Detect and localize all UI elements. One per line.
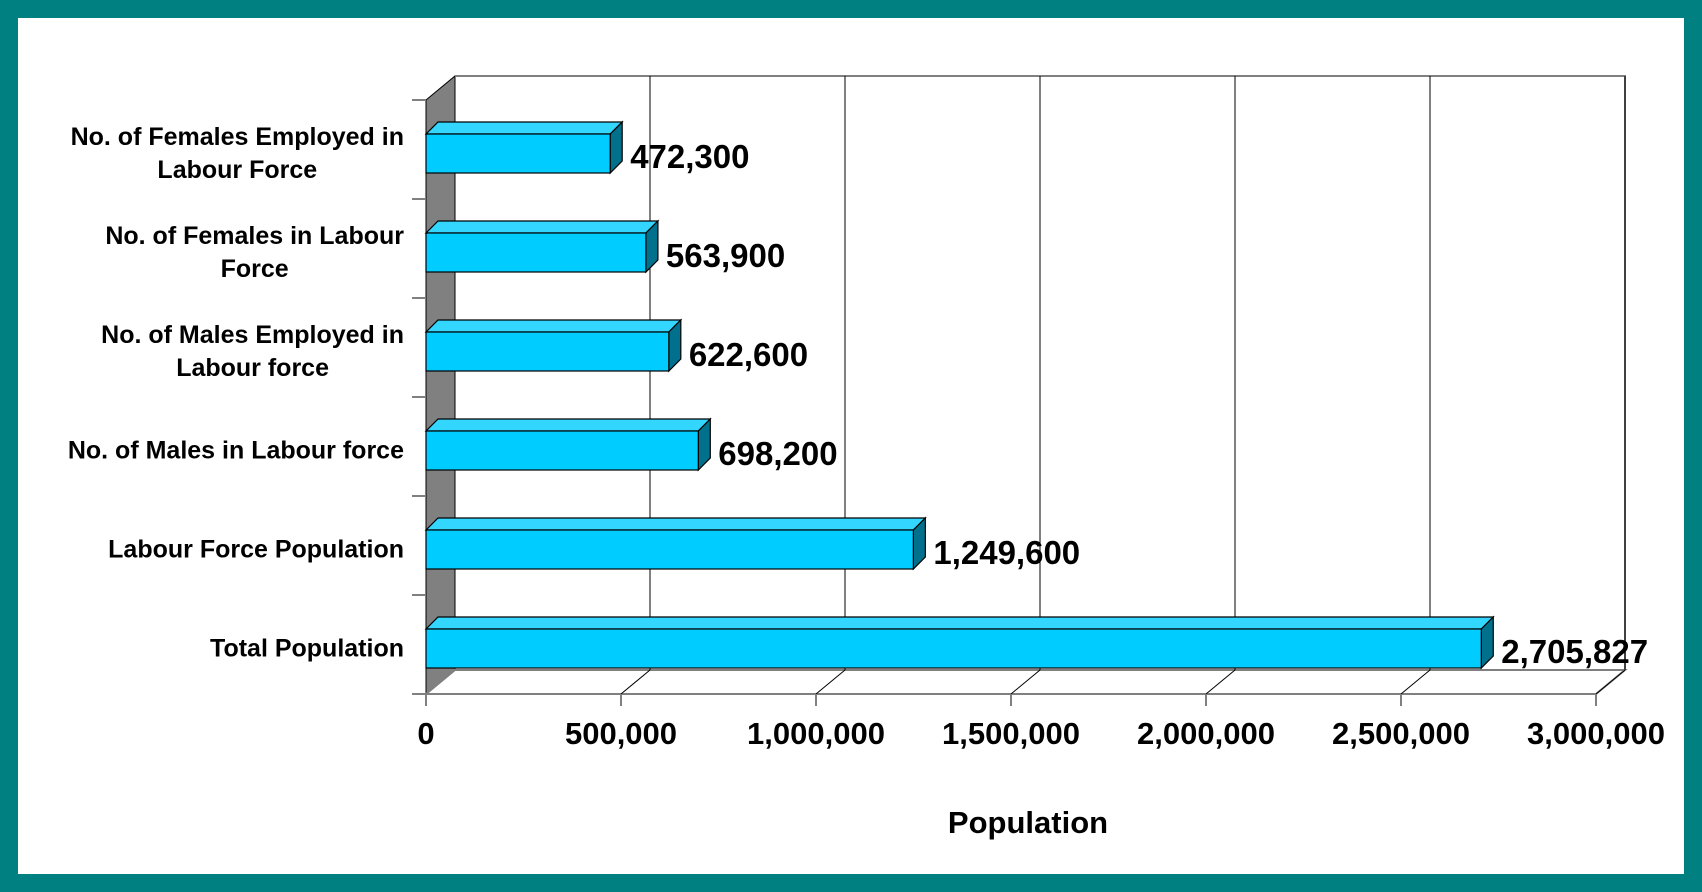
bar-top: [424, 418, 712, 432]
category-label-line: No. of Males in Labour force: [68, 437, 404, 465]
bar-chart: 0 500,000 1,000,000 1,500,000 2,000,000 2,500…: [68, 74, 1665, 840]
data-label: 1,249,600: [933, 534, 1080, 571]
labels: 0 500,000 1,000,000 1,500,000 2,000,000 2,500…: [68, 123, 1665, 751]
bar-top: [424, 319, 683, 333]
bar-top: [424, 616, 1495, 630]
category-label: Labour Force Population: [108, 536, 404, 564]
data-label: 698,200: [718, 435, 837, 472]
category-label-line: No. of Females Employed in: [71, 123, 404, 151]
bar: [425, 529, 914, 570]
category-label-line: No. of Females in Labour: [105, 222, 404, 250]
category-label: Total Population: [210, 635, 404, 663]
x-tick-label: 3,000,000: [1527, 716, 1665, 751]
category-label-line: Total Population: [210, 635, 404, 663]
gridline-floor: [620, 669, 651, 695]
gridline-floor: [1400, 669, 1431, 695]
bar: [425, 133, 611, 174]
category-label: No. of Males Employed in Labour force: [101, 321, 404, 382]
bar-top: [424, 121, 624, 135]
bars: [424, 120, 1495, 670]
bar: [425, 430, 699, 471]
category-label: No. of Females in Labour Force: [105, 222, 404, 283]
data-label: 622,600: [689, 336, 808, 373]
data-label: 563,900: [666, 237, 785, 274]
category-label: No. of Males in Labour force: [68, 437, 404, 465]
category-label-line: Labour Force Population: [108, 536, 404, 564]
chart-frame: 0 500,000 1,000,000 1,500,000 2,000,000 2,500…: [18, 18, 1684, 874]
x-axis-title: Population: [948, 805, 1108, 840]
category-label-line: No. of Males Employed in: [101, 321, 404, 349]
x-tick-label: 500,000: [565, 716, 677, 751]
data-label: 2,705,827: [1501, 633, 1648, 670]
gridlines: [425, 76, 1626, 706]
x-tick-label: 1,000,000: [747, 716, 885, 751]
bar-top: [424, 220, 660, 234]
bar-top: [424, 517, 927, 531]
gridline-floor: [815, 669, 846, 695]
category-label: No. of Females Employed in Labour Force: [71, 123, 404, 184]
x-tick-label: 2,000,000: [1137, 716, 1275, 751]
category-label-line: Force: [221, 255, 289, 283]
bar: [425, 628, 1482, 669]
gridline-floor: [1010, 669, 1041, 695]
x-tick-label: 1,500,000: [942, 716, 1080, 751]
data-label: 472,300: [630, 138, 749, 175]
gridline-floor: [1205, 669, 1236, 695]
gridline-floor: [1595, 669, 1626, 695]
x-tick-label: 2,500,000: [1332, 716, 1470, 751]
x-tick-label: 0: [417, 716, 434, 751]
bar: [425, 331, 670, 372]
category-label-line: Labour force: [176, 354, 329, 382]
bar: [425, 232, 647, 273]
category-label-line: Labour Force: [157, 156, 317, 184]
